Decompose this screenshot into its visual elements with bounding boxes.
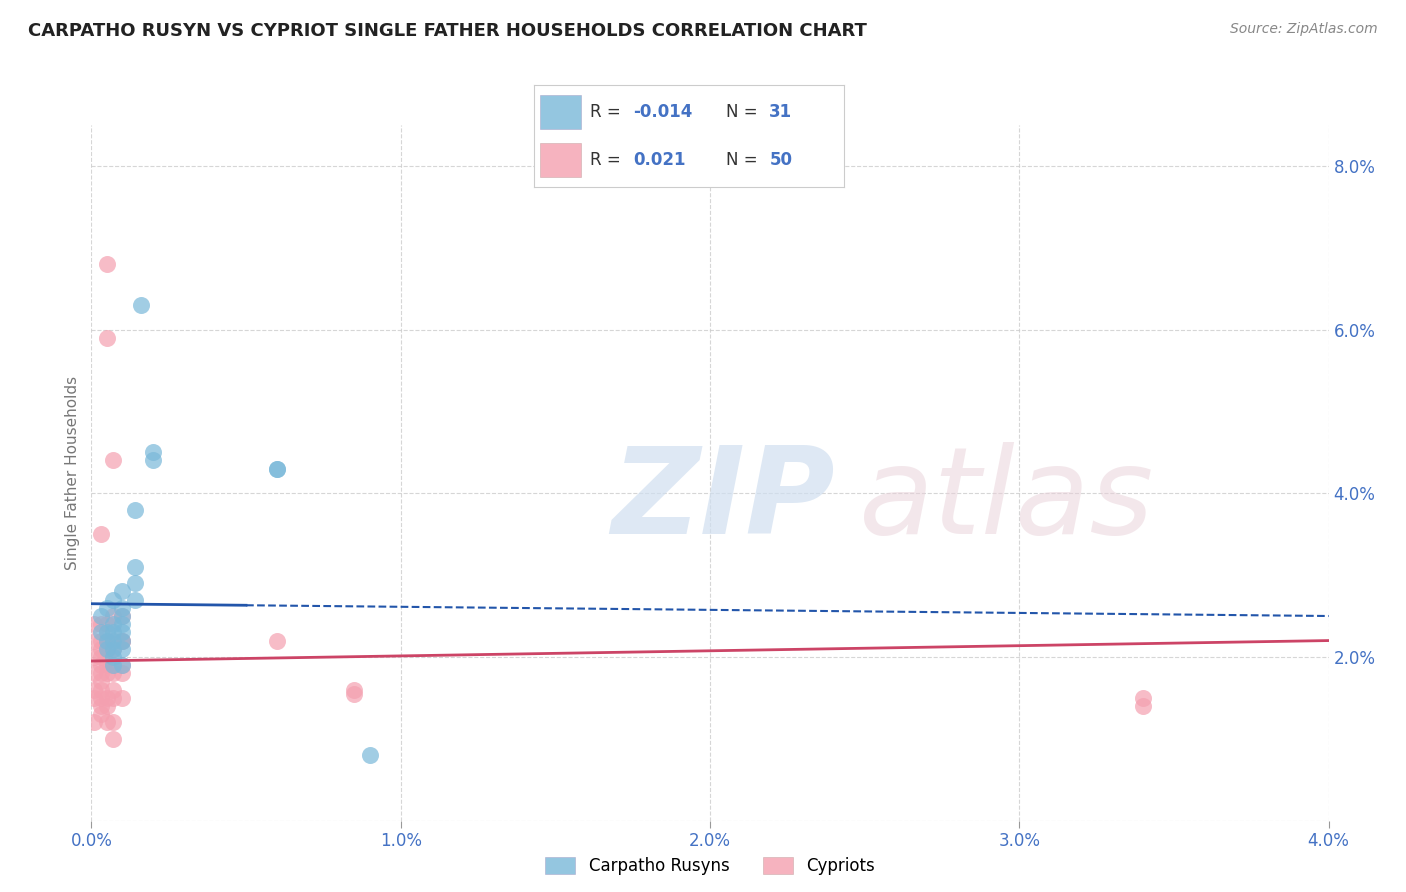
Point xyxy=(111,641,134,656)
Text: 50: 50 xyxy=(769,151,793,169)
Point xyxy=(96,641,118,656)
Point xyxy=(111,633,134,648)
Point xyxy=(83,690,105,705)
Point xyxy=(83,633,105,648)
Point xyxy=(101,690,124,705)
Point xyxy=(266,461,288,475)
Point xyxy=(96,617,118,632)
Point xyxy=(96,600,118,615)
Point xyxy=(1132,699,1154,714)
Point xyxy=(111,617,134,632)
Point xyxy=(142,453,165,467)
Point xyxy=(90,674,112,689)
Point xyxy=(343,687,366,701)
Point xyxy=(101,715,124,730)
Point xyxy=(96,715,118,730)
Point xyxy=(124,576,146,591)
Point xyxy=(101,641,124,656)
Point xyxy=(1132,690,1154,705)
Point xyxy=(96,690,118,705)
Text: 0.021: 0.021 xyxy=(633,151,686,169)
Text: -0.014: -0.014 xyxy=(633,103,693,121)
Point xyxy=(111,690,134,705)
Point xyxy=(90,625,112,640)
Point xyxy=(111,658,134,673)
Point xyxy=(124,560,146,574)
Point xyxy=(90,690,112,705)
Point xyxy=(101,625,124,640)
Point xyxy=(129,298,152,312)
Text: N =: N = xyxy=(725,151,763,169)
Point xyxy=(124,502,146,516)
Point xyxy=(101,609,124,624)
Point xyxy=(90,641,112,656)
Point xyxy=(96,331,118,345)
Point xyxy=(111,584,134,599)
Point xyxy=(96,633,118,648)
Text: 31: 31 xyxy=(769,103,793,121)
Point xyxy=(111,609,134,624)
Y-axis label: Single Father Households: Single Father Households xyxy=(65,376,80,570)
Point xyxy=(90,666,112,681)
Point xyxy=(101,658,124,673)
Point xyxy=(359,748,381,763)
Point xyxy=(101,682,124,697)
Text: atlas: atlas xyxy=(859,442,1154,559)
Point xyxy=(101,633,124,648)
Text: R =: R = xyxy=(591,103,626,121)
Point xyxy=(111,609,134,624)
Point xyxy=(101,731,124,746)
Point xyxy=(266,633,288,648)
Text: ZIP: ZIP xyxy=(612,442,835,559)
Point xyxy=(83,682,105,697)
Point xyxy=(96,633,118,648)
Point xyxy=(96,658,118,673)
Text: R =: R = xyxy=(591,151,631,169)
Point xyxy=(83,617,105,632)
Point xyxy=(101,658,124,673)
Legend: Carpatho Rusyns, Cypriots: Carpatho Rusyns, Cypriots xyxy=(538,850,882,882)
Text: CARPATHO RUSYN VS CYPRIOT SINGLE FATHER HOUSEHOLDS CORRELATION CHART: CARPATHO RUSYN VS CYPRIOT SINGLE FATHER … xyxy=(28,22,868,40)
Point xyxy=(101,453,124,467)
Point xyxy=(90,682,112,697)
Point xyxy=(90,527,112,541)
Point xyxy=(101,592,124,607)
Point xyxy=(101,617,124,632)
Bar xyxy=(540,144,581,177)
Point xyxy=(90,617,112,632)
Text: Source: ZipAtlas.com: Source: ZipAtlas.com xyxy=(1230,22,1378,37)
Point xyxy=(83,649,105,664)
Point xyxy=(96,625,118,640)
Point xyxy=(343,682,366,697)
Point xyxy=(96,666,118,681)
Point xyxy=(83,666,105,681)
Point xyxy=(101,666,124,681)
Bar xyxy=(540,95,581,128)
Point xyxy=(90,707,112,722)
Point xyxy=(90,699,112,714)
Point xyxy=(90,658,112,673)
Point xyxy=(96,641,118,656)
Point xyxy=(111,666,134,681)
Point xyxy=(266,461,288,475)
Point xyxy=(96,257,118,271)
Point xyxy=(111,658,134,673)
Point xyxy=(101,649,124,664)
Point xyxy=(101,641,124,656)
Point xyxy=(111,600,134,615)
Point xyxy=(90,633,112,648)
Point xyxy=(90,609,112,624)
Point xyxy=(101,633,124,648)
Point xyxy=(83,715,105,730)
Point xyxy=(111,625,134,640)
Point xyxy=(111,633,134,648)
Point xyxy=(142,445,165,459)
Text: N =: N = xyxy=(725,103,763,121)
Point xyxy=(111,633,134,648)
Point xyxy=(124,592,146,607)
Point xyxy=(90,649,112,664)
Point xyxy=(96,699,118,714)
